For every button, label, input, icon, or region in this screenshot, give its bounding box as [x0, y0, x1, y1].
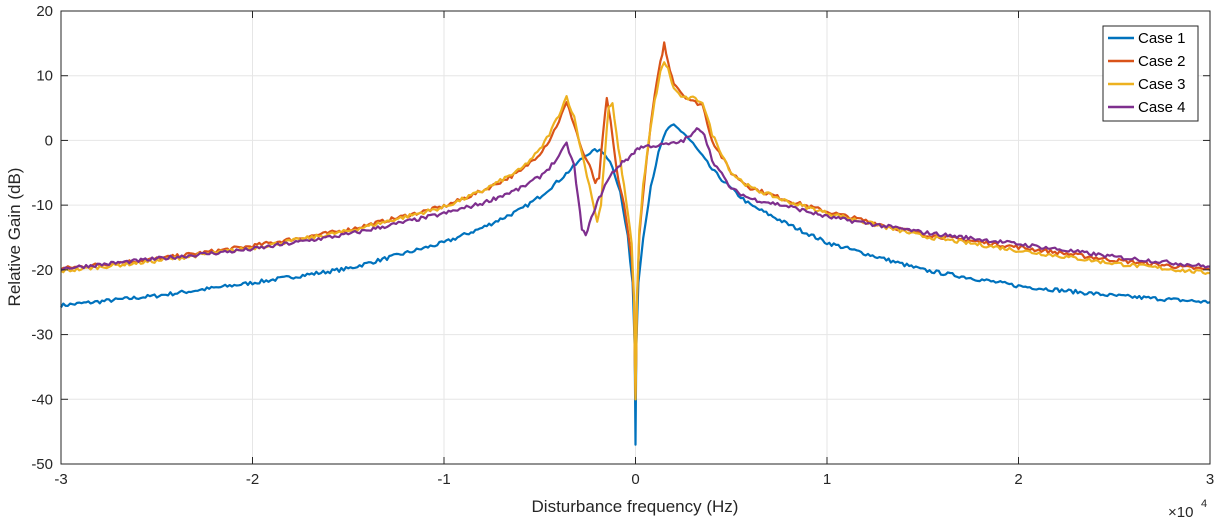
x-tick-label: -2 — [246, 471, 259, 488]
legend-label-case-1: Case 1 — [1138, 30, 1186, 47]
x-axis-exponent-power: 4 — [1201, 498, 1207, 510]
y-tick-label: 20 — [36, 3, 53, 20]
y-axis-title: Relative Gain (dB) — [5, 168, 24, 307]
y-tick-label: -40 — [31, 391, 53, 408]
x-tick-label: 3 — [1206, 471, 1214, 488]
legend-label-case-3: Case 3 — [1138, 76, 1186, 93]
y-tick-label: -30 — [31, 327, 53, 344]
x-tick-label: 2 — [1014, 471, 1022, 488]
y-tick-label: -50 — [31, 456, 53, 473]
legend: Case 1 Case 2 Case 3 Case 4 — [1102, 25, 1199, 122]
series-line-case-4 — [60, 127, 1211, 272]
series-lines — [60, 41, 1211, 446]
x-axis-exponent-label: ×10 — [1168, 504, 1193, 520]
y-tick-label: -20 — [31, 262, 53, 279]
x-tick-label: 1 — [823, 471, 831, 488]
series-line-case-1 — [60, 123, 1211, 446]
y-tick-label: -10 — [31, 197, 53, 214]
legend-box — [1102, 25, 1199, 122]
legend-label-case-2: Case 2 — [1138, 53, 1186, 70]
series-line-case-3 — [60, 61, 1211, 401]
x-tick-label: -1 — [437, 471, 450, 488]
y-tick-label: 0 — [45, 132, 53, 149]
y-tick-label: 10 — [36, 68, 53, 85]
legend-label-case-4: Case 4 — [1138, 99, 1186, 116]
x-axis-title: Disturbance frequency (Hz) — [532, 497, 739, 516]
x-tick-label: 0 — [631, 471, 639, 488]
x-tick-label: -3 — [54, 471, 67, 488]
